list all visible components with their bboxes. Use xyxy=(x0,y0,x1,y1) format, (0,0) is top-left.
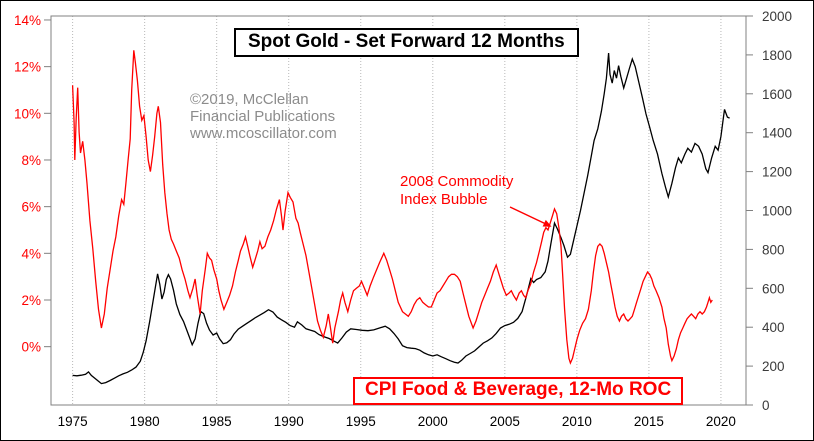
series-lines-group xyxy=(71,50,730,385)
right-axis-tick-label: 800 xyxy=(762,242,785,257)
right-axis-tick-label: 0 xyxy=(762,398,770,413)
x-axis-tick-label: 2020 xyxy=(706,414,736,429)
x-axis-tick-label: 1980 xyxy=(130,414,160,429)
x-axis-tick-label: 2015 xyxy=(634,414,664,429)
annotation-arrow-group xyxy=(509,206,552,227)
left-axis-tick-label: 12% xyxy=(14,60,41,75)
left-axis-tick-label: 0% xyxy=(21,340,41,355)
cpi-series-label-box: CPI Food & Beverage, 12-Mo ROC xyxy=(353,377,684,405)
gold-series-line xyxy=(72,52,730,385)
watermark-line-1: ©2019, McClellan xyxy=(190,91,309,108)
x-axis-tick-label: 1990 xyxy=(274,414,304,429)
left-axis-tick-label: 2% xyxy=(21,293,41,308)
right-axis-tick-label: 1200 xyxy=(762,165,792,180)
x-axis-tick-label: 2000 xyxy=(418,414,448,429)
gridlines-group xyxy=(72,16,722,405)
x-axis-tick-label: 1975 xyxy=(58,414,88,429)
watermark-line-3: www.mcoscillator.com xyxy=(190,125,337,142)
annotation-line-2: Index Bubble xyxy=(400,191,488,208)
left-axis-tick-label: 8% xyxy=(21,153,41,168)
left-axis-tick-label: 4% xyxy=(21,246,41,261)
left-axis-tick-label: 10% xyxy=(14,106,41,121)
right-axis-tick-label: 2000 xyxy=(762,9,792,24)
chart-title-box: Spot Gold - Set Forward 12 Months xyxy=(234,28,579,57)
right-axis-tick-label: 1000 xyxy=(762,204,792,219)
right-axis-tick-label: 1800 xyxy=(762,48,792,63)
plot-border xyxy=(50,15,747,406)
cpi-series-label: CPI Food & Beverage, 12-Mo ROC xyxy=(365,379,672,400)
watermark-line-2: Financial Publications xyxy=(190,108,336,125)
chart-title: Spot Gold - Set Forward 12 Months xyxy=(248,31,565,52)
annotation-arrowhead xyxy=(542,219,552,227)
left-axis-tick-label: 6% xyxy=(21,200,41,215)
plot-frame-group xyxy=(50,15,747,406)
watermark: ©2019, McClellan Financial Publications … xyxy=(190,91,337,142)
right-axis-tick-label: 200 xyxy=(762,359,785,374)
axis-ticks-group xyxy=(44,15,753,406)
cpi-series-line xyxy=(71,50,713,365)
annotation-arrow-line xyxy=(509,206,549,226)
axis-labels-group: 0% 2% 4% 6% 8% 10% 12% 14% 0 200 400 600 800 1000 1200… xyxy=(14,9,792,429)
x-axis-tick-label: 1985 xyxy=(202,414,232,429)
right-axis-tick-label: 1400 xyxy=(762,126,792,141)
x-axis-tick-label: 1995 xyxy=(346,414,376,429)
annotation-line-1: 2008 Commodity xyxy=(400,173,514,190)
right-axis-tick-label: 600 xyxy=(762,281,785,296)
left-axis-tick-label: 14% xyxy=(14,13,41,28)
x-axis-tick-label: 2005 xyxy=(490,414,520,429)
bubble-annotation: 2008 Commodity Index Bubble xyxy=(400,173,513,209)
right-axis-tick-label: 1600 xyxy=(762,87,792,102)
right-axis-tick-label: 400 xyxy=(762,320,785,335)
x-axis-tick-label: 2010 xyxy=(562,414,592,429)
